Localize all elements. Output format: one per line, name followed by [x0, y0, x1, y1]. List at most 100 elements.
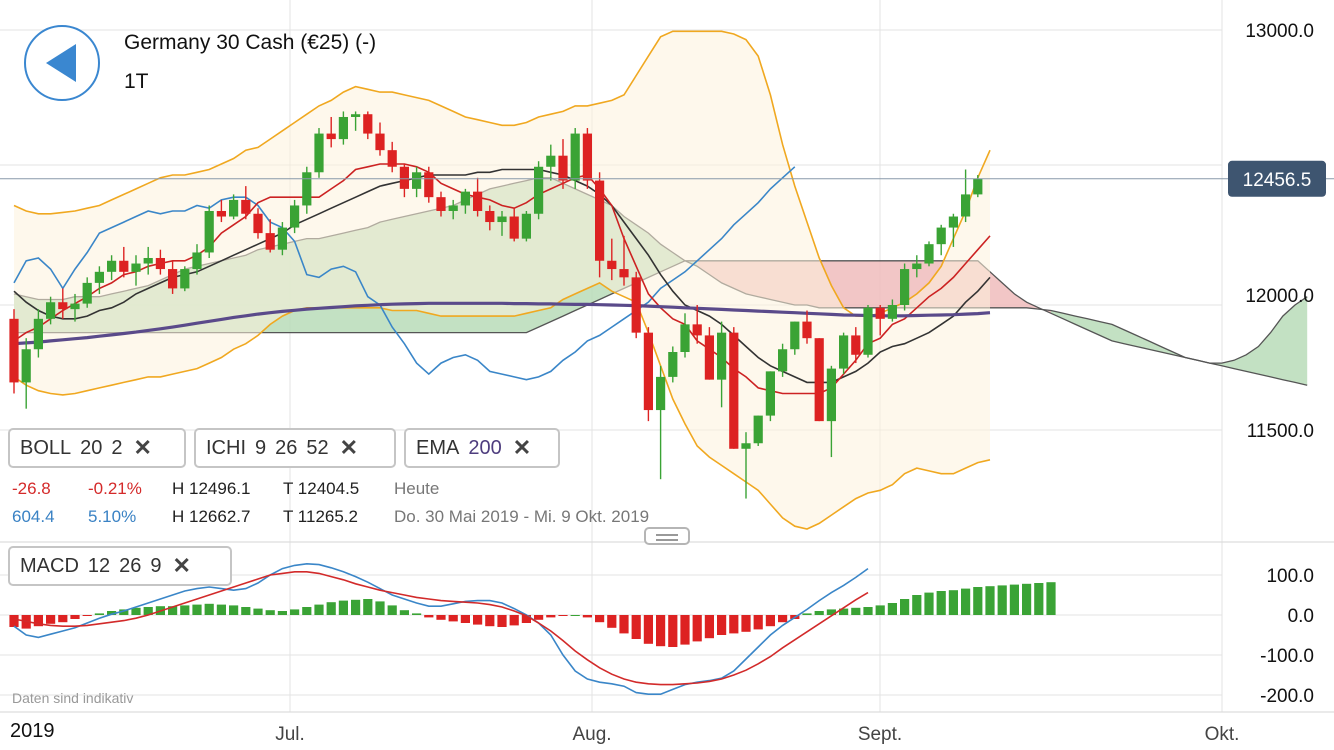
macd-panel	[9, 562, 1056, 696]
candle-up	[900, 269, 910, 305]
candle-up	[973, 178, 983, 195]
today-label: Heute	[394, 479, 440, 498]
candle-down	[558, 155, 568, 181]
candle-up	[570, 133, 580, 181]
boll-param-2: 2	[111, 436, 123, 459]
histogram-bar-positive	[253, 608, 263, 615]
bollinger-band-area	[14, 31, 990, 530]
signal-line	[13, 570, 869, 686]
candle-down	[253, 213, 263, 234]
histogram-bar-negative	[70, 615, 80, 619]
candle-down	[168, 269, 178, 289]
histogram-bar-positive	[875, 605, 885, 615]
candle-up	[656, 376, 666, 411]
histogram-bar-negative	[485, 615, 495, 627]
candle-down	[399, 166, 409, 189]
candle-up	[302, 172, 312, 206]
histogram-bar-negative	[668, 615, 678, 647]
close-icon[interactable]: ✕	[133, 435, 152, 460]
macd-y-tick-label: 100.0	[1266, 566, 1314, 587]
candle-down	[643, 332, 653, 411]
chikou-line	[13, 166, 796, 381]
candle-down	[375, 133, 385, 151]
candle-up	[765, 371, 775, 416]
range-low: T 11265.2	[283, 507, 358, 526]
histogram-bar-positive	[936, 591, 946, 615]
candle-up	[33, 318, 43, 350]
macd-chip[interactable]: MACD 12 26 9 ✕	[8, 546, 232, 586]
histogram-bar-positive	[168, 606, 178, 615]
cloud-bullish	[1051, 296, 1308, 386]
histogram-bar-negative	[521, 615, 531, 623]
macd-param-1: 12	[87, 554, 111, 577]
candle-down	[509, 216, 519, 239]
histogram-bar-negative	[436, 615, 446, 620]
histogram-bar-positive	[826, 609, 836, 615]
range-change: 604.4	[12, 507, 55, 526]
y-tick-label: 12000.0	[1245, 286, 1314, 307]
candle-up	[448, 205, 458, 211]
back-button[interactable]	[24, 25, 100, 101]
candle-down	[582, 133, 592, 181]
histogram-bar-positive	[192, 604, 202, 615]
today-change: -26.8	[12, 479, 51, 498]
candle-up	[277, 227, 287, 250]
candle-down	[155, 257, 165, 270]
candle-down	[58, 302, 68, 310]
histogram-bar-positive	[1022, 583, 1032, 615]
histogram-bar-negative	[33, 615, 43, 627]
candle-down	[814, 338, 824, 422]
candle-up	[314, 133, 324, 173]
candle-up	[204, 210, 214, 253]
ichi-chip[interactable]: ICHI 9 26 52 ✕	[194, 428, 396, 468]
histogram-bar-negative	[58, 615, 68, 623]
histogram-bar-positive	[887, 603, 897, 615]
timeframe-label[interactable]: 1T	[124, 70, 149, 93]
candle-down	[485, 210, 495, 223]
ema-200-line	[13, 301, 991, 346]
histogram-bar-positive	[814, 611, 824, 615]
histogram-bar-positive	[204, 603, 214, 615]
candle-down	[241, 199, 251, 214]
histogram-bar-positive	[265, 610, 275, 615]
x-tick-label: Okt.	[1205, 724, 1240, 745]
histogram-bar-positive	[216, 604, 226, 615]
histogram-bar-positive	[1009, 584, 1019, 615]
histogram-bar-positive	[94, 613, 104, 615]
candle-down	[619, 269, 629, 278]
histogram-bar-positive	[290, 609, 300, 615]
histogram-bar-negative	[534, 615, 544, 620]
ema-chip[interactable]: EMA 200 ✕	[404, 428, 560, 468]
histogram-bar-positive	[351, 599, 361, 615]
boll-chip[interactable]: BOLL 20 2 ✕	[8, 428, 186, 468]
close-icon[interactable]: ✕	[512, 435, 532, 460]
close-icon[interactable]: ✕	[172, 553, 191, 578]
candle-up	[668, 352, 678, 377]
histogram-bar-negative	[692, 615, 702, 642]
histogram-bar-negative	[82, 615, 92, 616]
histogram-bar-negative	[631, 615, 641, 639]
histogram-bar-positive	[839, 608, 849, 615]
histogram-bar-negative	[619, 615, 629, 634]
histogram-bar-positive	[302, 607, 312, 615]
macd-y-tick-label: -100.0	[1260, 646, 1314, 667]
boll-param-1: 20	[80, 436, 103, 459]
close-icon[interactable]: ✕	[339, 435, 359, 460]
candle-up	[924, 244, 934, 264]
histogram-bar-positive	[375, 601, 385, 615]
ema-param-1: 200	[468, 436, 502, 459]
disclaimer-note: Daten sind indikativ	[12, 690, 134, 706]
histogram-bar-negative	[9, 615, 19, 627]
histogram-bar-negative	[607, 615, 617, 628]
candle-up	[21, 349, 31, 383]
current-price-label: 12456.5	[1243, 170, 1312, 191]
histogram-bar-negative	[448, 615, 458, 622]
histogram-bar-positive	[314, 604, 324, 615]
histogram-bar-positive	[997, 585, 1007, 615]
panel-resize-handle[interactable]	[644, 527, 690, 545]
histogram-bar-negative	[460, 615, 470, 623]
ichi-name: ICHI	[206, 436, 246, 459]
current-price-badge	[1228, 160, 1326, 197]
histogram-bar-negative	[509, 615, 519, 626]
